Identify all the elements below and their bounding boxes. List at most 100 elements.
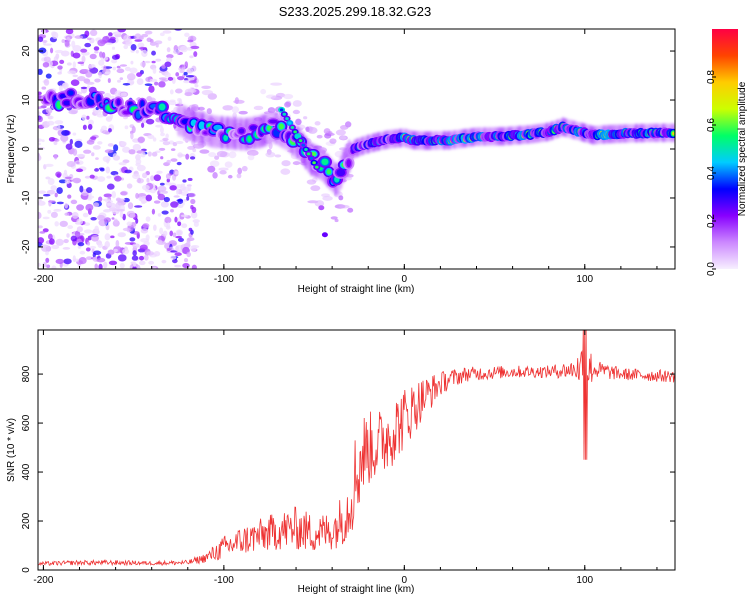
noise-blob — [74, 140, 83, 148]
noise-blob — [170, 148, 176, 152]
noise-blob — [47, 178, 55, 186]
noise-blob — [43, 56, 51, 63]
ridge-cell — [213, 124, 223, 131]
noise-blob — [83, 149, 92, 154]
noise-blob — [130, 132, 134, 140]
noise-blob — [111, 190, 117, 199]
noise-blob — [38, 211, 42, 220]
noise-blob — [274, 154, 282, 158]
noise-blob — [119, 210, 124, 218]
noise-blob — [206, 108, 212, 115]
ridge-cell — [68, 90, 74, 96]
noise-blob — [54, 221, 59, 227]
noise-blob — [59, 220, 68, 228]
noise-blob — [77, 76, 86, 82]
noise-blob — [153, 224, 157, 231]
noise-blob — [130, 43, 137, 51]
ridge-cell — [140, 100, 144, 108]
noise-blob — [187, 39, 194, 43]
noise-blob — [46, 120, 55, 126]
noise-blob — [72, 148, 78, 156]
noise-blob — [47, 233, 53, 240]
noise-blob — [38, 190, 47, 194]
ridge-cell — [321, 158, 329, 166]
noise-blob — [179, 64, 185, 68]
noise-blob — [180, 45, 188, 53]
ridge-cell — [298, 139, 303, 143]
noise-blob — [79, 250, 86, 255]
spectrogram-x-tick-label: 0 — [402, 274, 408, 285]
noise-blob — [98, 59, 105, 66]
noise-blob — [49, 47, 54, 54]
noise-blob — [157, 185, 167, 192]
noise-blob — [180, 183, 186, 187]
noise-blob — [99, 168, 105, 172]
noise-blob — [94, 78, 101, 83]
noise-blob — [106, 175, 112, 179]
noise-blob — [193, 51, 198, 57]
noise-blob — [38, 68, 43, 75]
noise-blob — [87, 123, 93, 130]
noise-blob — [97, 214, 105, 221]
snr-y-tick-label: 400 — [21, 463, 32, 480]
noise-blob — [116, 68, 125, 74]
noise-blob — [104, 209, 110, 213]
noise-blob — [56, 201, 64, 205]
noise-blob — [135, 218, 139, 224]
noise-blob — [347, 207, 354, 213]
noise-blob — [76, 161, 80, 165]
noise-blob — [101, 125, 108, 131]
ridge-cell — [287, 121, 292, 125]
noise-blob — [72, 52, 81, 59]
noise-blob — [218, 167, 229, 171]
spectrogram-x-tick-label: -200 — [33, 274, 53, 285]
noise-blob — [131, 255, 139, 261]
ridge-cell — [315, 165, 319, 169]
noise-blob — [106, 183, 115, 190]
spectrogram-x-tick-label: -100 — [214, 274, 234, 285]
noise-blob — [134, 39, 143, 42]
noise-blob — [104, 71, 111, 75]
noise-blob — [238, 110, 248, 115]
noise-blob — [98, 263, 103, 269]
noise-blob — [310, 185, 321, 192]
noise-blob — [183, 258, 189, 263]
colorbar-tick-label: 0.4 — [706, 166, 717, 180]
noise-blob — [110, 95, 115, 100]
noise-blob — [118, 162, 127, 166]
noise-blob — [117, 29, 126, 33]
spectrogram-ridge — [40, 87, 675, 188]
noise-blob — [128, 149, 136, 155]
noise-blob — [155, 58, 162, 62]
spectrogram-y-tick-label: -10 — [21, 190, 32, 205]
noise-blob — [45, 250, 49, 256]
noise-blob — [233, 99, 245, 104]
noise-blob — [186, 196, 190, 201]
noise-blob — [161, 210, 169, 215]
noise-blob — [140, 61, 147, 67]
noise-blob — [83, 222, 91, 226]
noise-blob — [82, 212, 89, 218]
noise-blob — [170, 250, 178, 253]
noise-blob — [51, 265, 57, 269]
noise-blob — [86, 115, 90, 120]
noise-blob — [58, 179, 67, 184]
noise-blob — [141, 49, 148, 58]
noise-blob — [148, 260, 155, 265]
ridge-cell — [301, 143, 306, 147]
noise-blob — [161, 259, 167, 264]
noise-blob — [141, 200, 146, 205]
noise-blob — [190, 198, 196, 205]
noise-blob — [137, 136, 146, 143]
colorbar-tick-label: 0.6 — [706, 118, 717, 132]
noise-blob — [38, 36, 44, 43]
noise-blob — [253, 105, 264, 111]
noise-blob — [132, 250, 137, 257]
noise-blob — [81, 69, 90, 72]
noise-blob — [81, 55, 86, 63]
noise-blob — [152, 137, 157, 142]
noise-blob — [321, 193, 330, 198]
noise-blob — [98, 196, 103, 202]
noise-blob — [140, 152, 146, 158]
spectrogram-y-tick-label: 20 — [21, 45, 32, 57]
